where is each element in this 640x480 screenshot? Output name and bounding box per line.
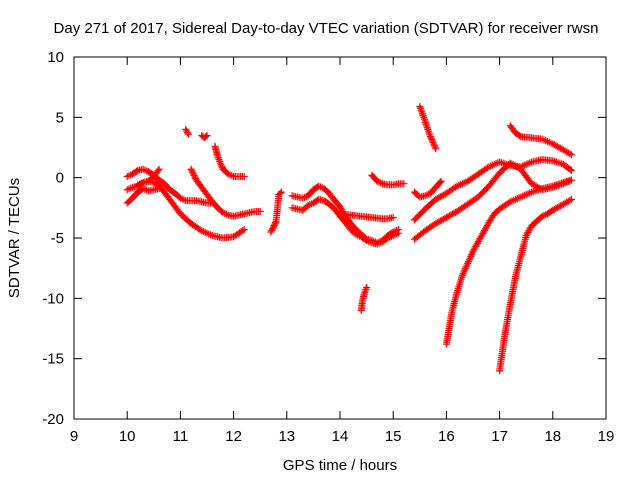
series-marks	[288, 195, 403, 248]
x-tick-label: 15	[385, 428, 402, 445]
x-tick-label: 17	[491, 428, 508, 445]
series-arc-21	[506, 122, 575, 159]
series-marks	[187, 165, 264, 220]
series-marks	[182, 125, 192, 138]
series-arc-15	[416, 102, 440, 153]
x-tick-label: 18	[544, 428, 561, 445]
data-marks	[123, 102, 575, 375]
series-arc-19	[442, 176, 575, 348]
x-tick-label: 16	[438, 428, 455, 445]
y-tick-label: 5	[56, 109, 64, 126]
series-arc-6	[198, 131, 211, 142]
y-tick-label: -20	[42, 411, 64, 428]
y-tick-label: 0	[56, 170, 64, 187]
series-marks	[123, 165, 216, 207]
series-arc-14	[368, 171, 408, 189]
y-tick-label: -15	[42, 351, 64, 368]
series-arc-7	[211, 142, 248, 180]
series-arc-1	[123, 165, 216, 207]
x-tick-label: 11	[173, 428, 189, 445]
series-marks	[267, 188, 285, 236]
series-marks	[442, 176, 575, 348]
series-arc-5	[182, 125, 192, 138]
y-tick-label: 10	[47, 49, 64, 66]
series-arc-3	[123, 185, 163, 207]
series-marks	[416, 102, 440, 153]
series-arc-4	[134, 165, 163, 189]
y-tick-label: -5	[51, 230, 64, 247]
series-marks	[410, 177, 445, 201]
series-marks	[123, 185, 163, 207]
axis-ticks	[73, 56, 607, 420]
series-arc-8	[187, 165, 264, 220]
x-tick-label: 10	[119, 428, 136, 445]
series-arc-20	[496, 195, 575, 375]
x-tick-label: 13	[278, 428, 295, 445]
chart-title: Day 271 of 2017, Sidereal Day-to-day VTE…	[54, 20, 599, 37]
x-tick-label: 9	[70, 428, 78, 445]
series-marks	[506, 122, 575, 159]
series-arc-16	[410, 177, 445, 201]
series-marks	[368, 171, 408, 189]
x-tick-label: 12	[225, 428, 242, 445]
series-marks	[336, 210, 397, 223]
series-arc-13	[357, 283, 371, 314]
series-arc-11	[288, 195, 403, 248]
axis-tick-labels: 9 10 11 12 13 14 15 16 17 18 19 -20 -15 -10 -5 0 5 10	[42, 49, 614, 445]
series-marks	[357, 283, 371, 314]
series-arc-12	[336, 210, 397, 223]
series-marks	[198, 131, 211, 142]
x-tick-label: 14	[332, 428, 349, 445]
y-tick-label: -10	[42, 290, 64, 307]
series-arc-9	[267, 188, 285, 236]
y-axis-title: SDTVAR / TECUs	[6, 178, 23, 298]
x-tick-label: 19	[598, 428, 615, 445]
x-axis-title: GPS time / hours	[283, 457, 397, 474]
series-marks	[134, 165, 163, 189]
series-marks	[496, 195, 575, 375]
series-marks	[211, 142, 248, 180]
